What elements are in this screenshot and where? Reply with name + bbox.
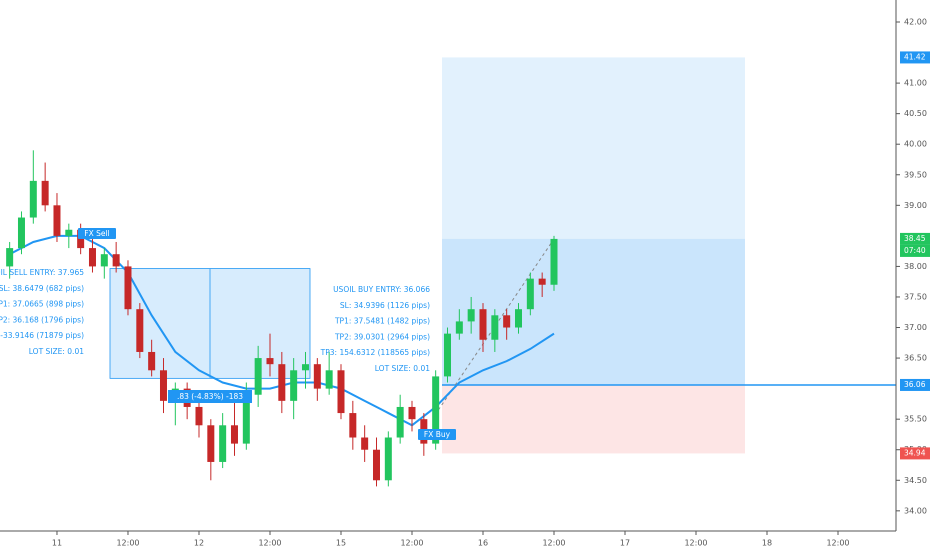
candle-body: [349, 413, 357, 438]
candle-body: [65, 229, 73, 236]
x-tick-label: 12:00: [684, 539, 707, 548]
signal-tag: [418, 429, 456, 440]
buy-note: LOT SIZE: 0.01: [375, 364, 430, 373]
x-tick-label: 12: [194, 539, 204, 548]
x-tick-label: 15: [336, 539, 346, 548]
candle-body: [41, 180, 49, 206]
y-tick-label: 41.00: [904, 79, 927, 88]
y-tick-label: 37.00: [904, 323, 927, 332]
price-tag-label: 41.42: [904, 52, 926, 61]
buy-note: SL: 34.9396 (1126 pips): [340, 301, 430, 310]
candle-body: [432, 376, 440, 444]
x-tick-label: 17: [620, 539, 630, 548]
sell-note: LOT SIZE: 0.01: [29, 347, 84, 356]
sell-note: SL: 38.6479 (682 pips): [0, 284, 84, 293]
candle-body: [372, 449, 380, 481]
candle-body: [148, 351, 156, 371]
buy-profit-zone: [442, 238, 745, 385]
x-tick-label: 12:00: [542, 539, 565, 548]
candle-body: [443, 333, 451, 377]
candle-body: [242, 394, 250, 444]
x-tick-label: 12:00: [116, 539, 139, 548]
x-tick-label: 12:00: [826, 539, 849, 548]
sell-note: TP3: -33.9146 (71879 pips): [0, 331, 84, 340]
x-tick-label: 18: [762, 539, 772, 548]
sell-result: .83 (-4.83%) -183: [177, 392, 243, 401]
price-tag-label: 36.06: [904, 380, 926, 389]
buy-note: TP2: 39.0301 (2964 pips): [334, 332, 430, 341]
candle-body: [266, 358, 274, 365]
candle-body: [230, 425, 238, 444]
candle-body: [159, 370, 167, 401]
x-tick-label: 16: [478, 539, 488, 548]
countdown: 07:40: [904, 246, 926, 255]
candle-body: [538, 278, 546, 285]
x-tick-label: 12:00: [258, 539, 281, 548]
buy-note: TP3: 154.6312 (118565 pips): [320, 348, 430, 357]
y-tick-label: 39.50: [904, 170, 927, 179]
candle-body: [526, 278, 534, 310]
candle-body: [207, 425, 215, 462]
buy-note: TP1: 37.5481 (1482 pips): [334, 317, 430, 326]
candle-body: [6, 248, 14, 267]
y-tick-label: 35.50: [904, 415, 927, 424]
candle-body: [515, 309, 523, 328]
candle-body: [325, 370, 333, 389]
candle-body: [361, 437, 369, 450]
price-tag-label: 38.45: [904, 234, 926, 243]
signal-label: FX Sell: [84, 229, 109, 238]
candle-body: [313, 364, 321, 389]
candle-body: [290, 370, 298, 401]
candle-body: [396, 406, 404, 438]
candle-body: [503, 315, 511, 328]
candle-body: [112, 254, 120, 267]
y-tick-label: 40.50: [904, 109, 927, 118]
x-tick-label: 12:00: [400, 539, 423, 548]
y-tick-label: 36.50: [904, 354, 927, 363]
candle-body: [88, 248, 96, 267]
candle-body: [219, 425, 227, 462]
sell-note: TP2: 36.168 (1796 pips): [0, 315, 84, 324]
candle-body: [550, 238, 558, 285]
candle-body: [455, 321, 463, 334]
countdown-tag: [900, 244, 930, 257]
candle-body: [479, 309, 487, 340]
price-tag: [900, 232, 930, 245]
candle-body: [195, 406, 203, 426]
y-tick-label: 40.00: [904, 140, 927, 149]
candle-body: [29, 180, 37, 218]
candle-body: [17, 217, 25, 249]
y-tick-label: 34.50: [904, 476, 927, 485]
y-tick-label: 38.00: [904, 262, 927, 271]
sell-note: TP1: 37.0665 (898 pips): [0, 300, 84, 309]
signal-label: FX Buy: [424, 430, 451, 439]
price-tag: [900, 51, 930, 64]
y-tick-label: 34.00: [904, 506, 927, 515]
candle-body: [491, 315, 499, 340]
signal-tag: [78, 228, 116, 239]
candle-body: [467, 309, 475, 322]
x-tick-label: 11: [52, 539, 62, 548]
y-tick-label: 37.50: [904, 292, 927, 301]
candle-body: [100, 254, 108, 267]
y-tick-label: 42.00: [904, 17, 927, 26]
candle-body: [337, 370, 345, 414]
candle-body: [254, 358, 262, 395]
candle-body: [301, 364, 309, 371]
sell-result-tag: [168, 390, 252, 403]
candle-body: [136, 309, 144, 352]
candle-body: [53, 205, 61, 236]
price-tag: [900, 378, 930, 391]
price-tag: [900, 447, 930, 460]
candle-body: [408, 406, 416, 420]
candle-body: [384, 437, 392, 481]
candle-body: [278, 364, 286, 401]
sell-note: USOIL SELL ENTRY: 37.965: [0, 268, 84, 277]
buy-note: USOIL BUY ENTRY: 36.066: [333, 285, 430, 294]
buy-stop-zone: [442, 384, 745, 454]
candle-body: [124, 266, 132, 310]
price-tag-label: 34.94: [904, 448, 926, 457]
y-tick-label: 39.00: [904, 201, 927, 210]
